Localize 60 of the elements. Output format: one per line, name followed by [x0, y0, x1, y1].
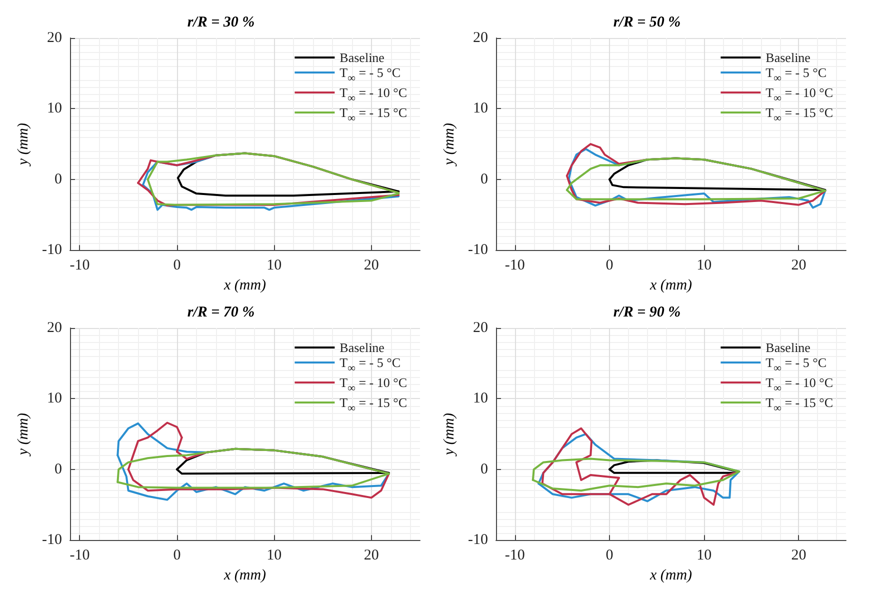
legend-label: T∞ = - 10 °C — [766, 375, 833, 394]
y-tick-label: -10 — [42, 532, 62, 548]
y-axis-title: y (mm) — [16, 413, 32, 458]
legend-label: T∞ = - 5 °C — [340, 355, 400, 374]
chart-title: r/R = 30 % — [187, 14, 255, 30]
x-tick-label: 20 — [791, 548, 806, 564]
y-tick-label: -10 — [468, 532, 488, 548]
x-tick-label: 0 — [173, 258, 181, 274]
y-tick-label: 20 — [47, 30, 62, 46]
y-tick-label: 10 — [47, 390, 62, 407]
legend-label: Baseline — [340, 340, 385, 355]
chart-title: r/R = 70 % — [187, 304, 255, 320]
x-tick-label: -10 — [504, 258, 525, 274]
legend-label: T∞ = - 5 °C — [766, 355, 826, 374]
y-tick-label: 10 — [473, 390, 488, 407]
legend-label: T∞ = - 10 °C — [766, 85, 833, 104]
y-tick-label: 0 — [480, 171, 488, 188]
legend-label: Baseline — [340, 50, 385, 65]
y-axis-title: y (mm) — [16, 123, 32, 168]
x-tick-label: 20 — [364, 548, 379, 564]
legend-label: T∞ = - 15 °C — [340, 395, 407, 414]
x-tick-label: 10 — [266, 548, 282, 564]
y-tick-label: 0 — [54, 461, 62, 478]
legend-label: Baseline — [766, 50, 811, 65]
legend-label: T∞ = - 10 °C — [340, 375, 407, 394]
legend-label: Baseline — [766, 340, 811, 355]
y-axis-title: y (mm) — [442, 413, 458, 458]
x-tick-label: -10 — [70, 258, 90, 274]
x-axis-title: x (mm) — [222, 278, 266, 294]
y-tick-label: -10 — [42, 242, 62, 258]
y-tick-label: 20 — [47, 320, 62, 336]
legend-label: T∞ = - 15 °C — [340, 105, 407, 124]
x-tick-label: -10 — [504, 548, 525, 564]
legend-label: T∞ = - 15 °C — [766, 105, 833, 124]
legend-label: T∞ = - 5 °C — [766, 65, 826, 84]
x-axis-title: x (mm) — [648, 278, 692, 294]
x-tick-label: 0 — [606, 548, 614, 564]
y-tick-label: 0 — [480, 461, 488, 478]
x-axis-title: x (mm) — [648, 568, 692, 584]
y-tick-label: 10 — [473, 100, 488, 117]
legend-label: T∞ = - 5 °C — [340, 65, 400, 84]
y-tick-label: 10 — [47, 100, 62, 117]
y-tick-label: 0 — [54, 171, 62, 188]
chart-title: r/R = 90 % — [613, 304, 681, 320]
x-tick-label: 0 — [606, 258, 614, 274]
x-tick-label: 20 — [364, 258, 379, 274]
y-tick-label: -10 — [468, 242, 488, 258]
y-tick-label: 20 — [473, 320, 488, 336]
y-axis-title: y (mm) — [442, 123, 458, 168]
legend-label: T∞ = - 10 °C — [340, 85, 407, 104]
x-tick-label: 10 — [696, 548, 712, 564]
x-tick-label: 10 — [266, 258, 282, 274]
chart-title: r/R = 50 % — [613, 14, 681, 30]
x-tick-label: 0 — [173, 548, 181, 564]
y-tick-label: 20 — [473, 30, 488, 46]
x-tick-label: 10 — [696, 258, 712, 274]
legend-label: T∞ = - 15 °C — [766, 395, 833, 414]
x-tick-label: -10 — [70, 548, 90, 564]
x-tick-label: 20 — [791, 258, 806, 274]
x-axis-title: x (mm) — [222, 568, 266, 584]
